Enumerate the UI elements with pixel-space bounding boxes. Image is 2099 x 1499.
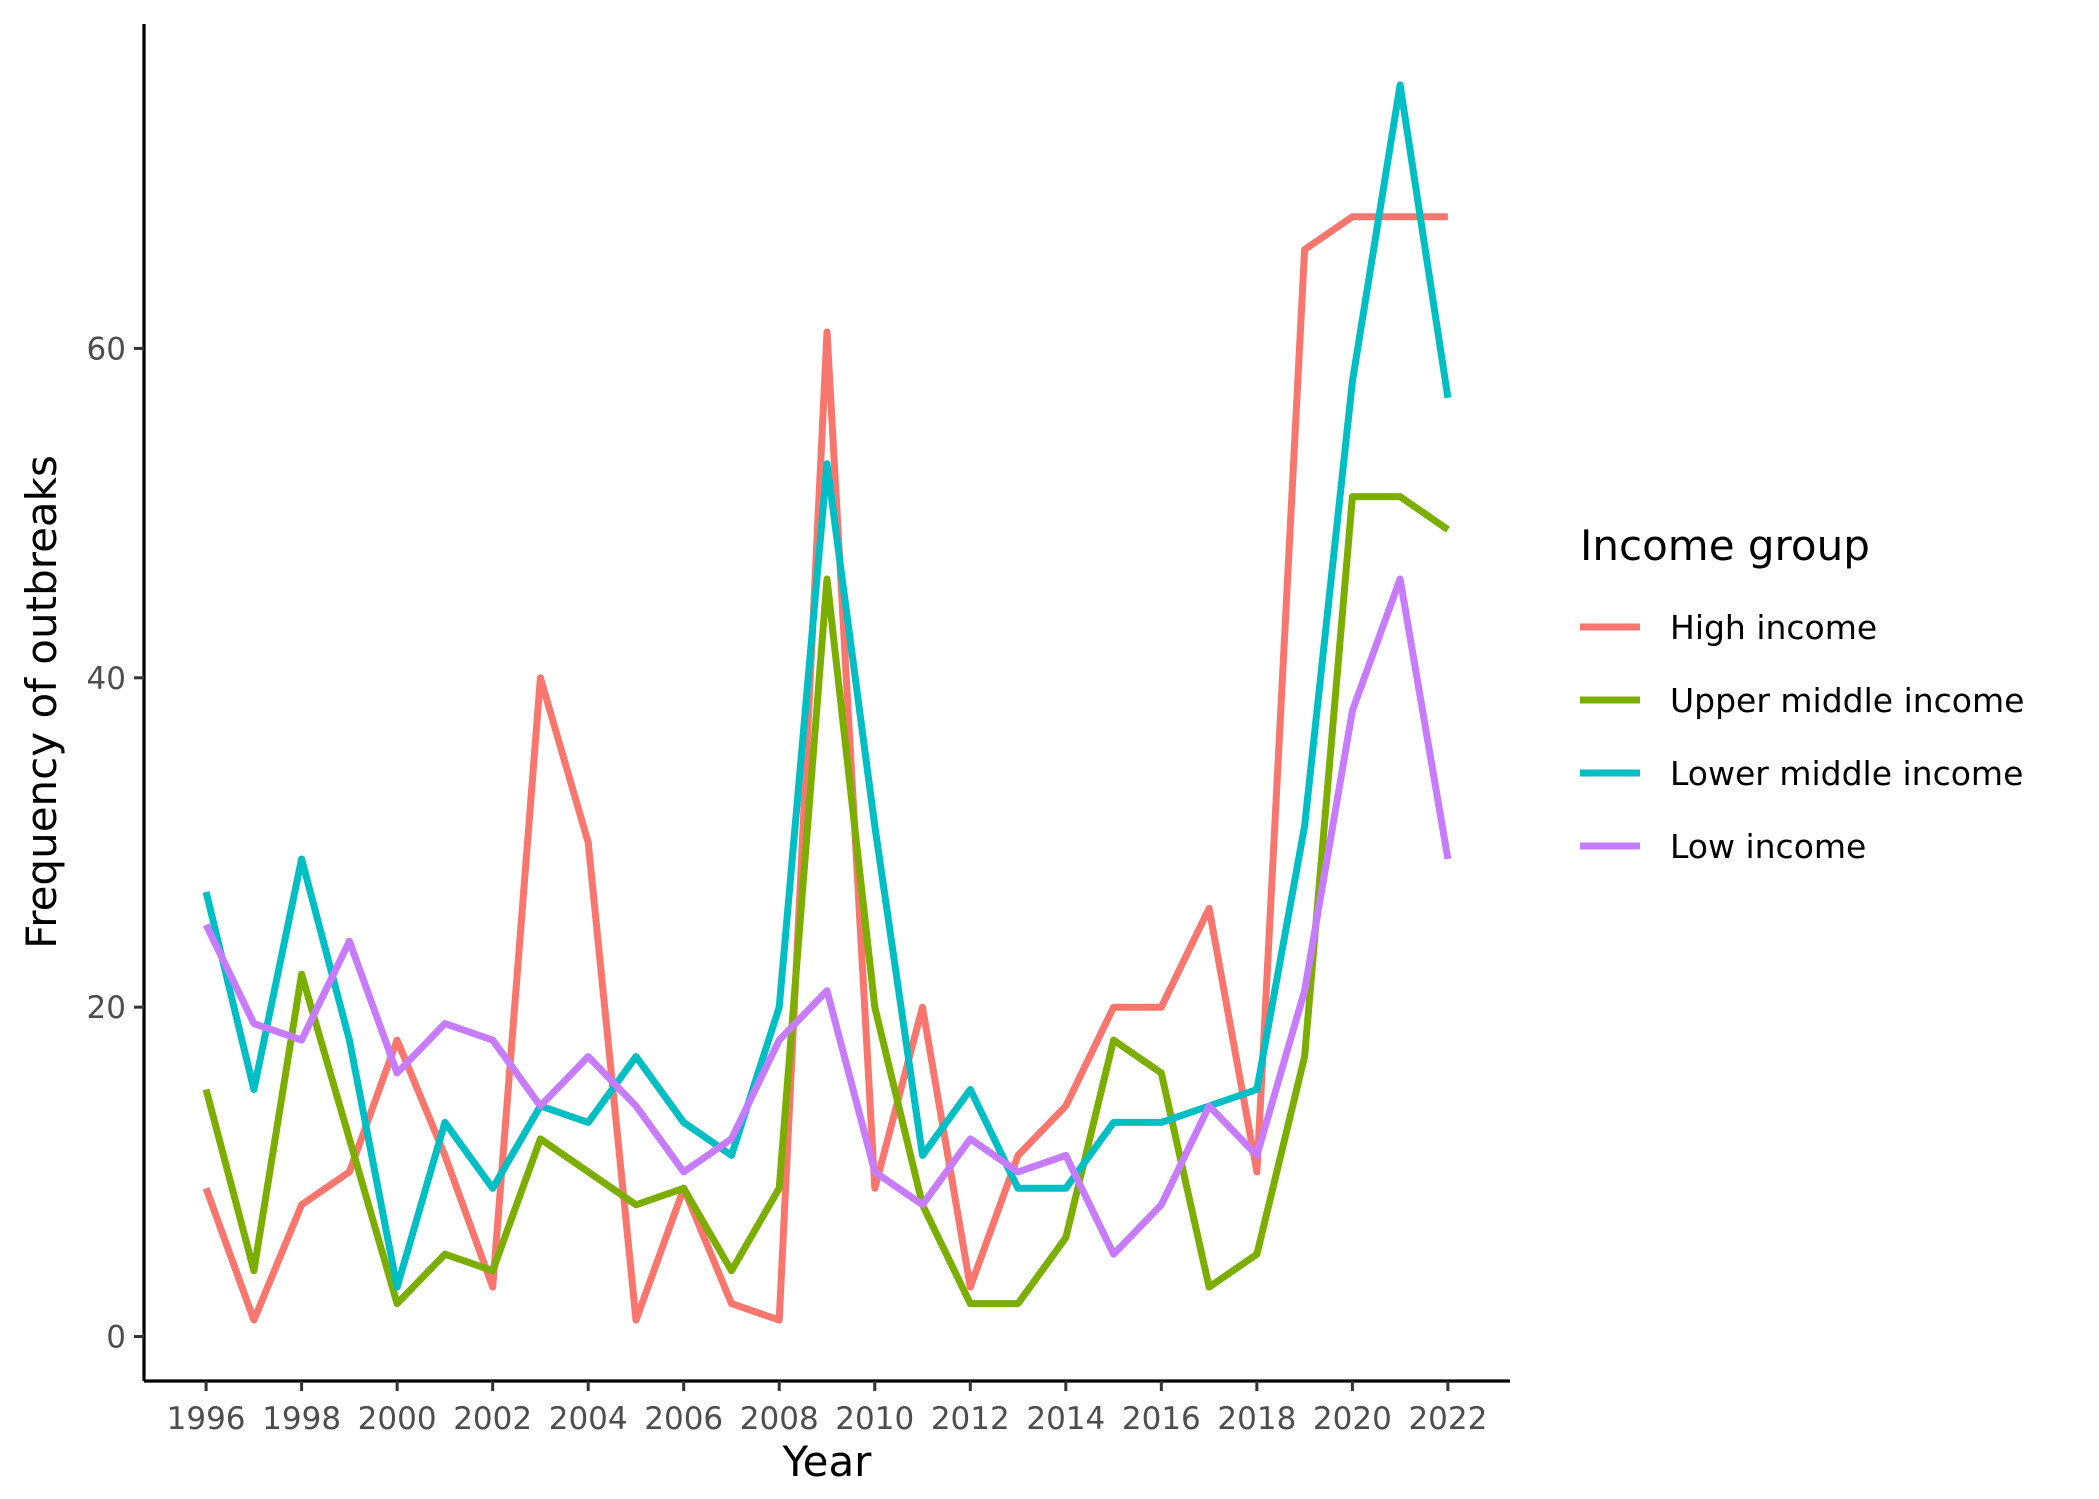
x-tick-label: 2014 (1026, 1401, 1105, 1437)
y-ticks: 0 20 40 60 (87, 331, 144, 1356)
legend-label: Lower middle income (1670, 754, 2023, 793)
legend-item: High income (1580, 608, 1877, 647)
series-line-1 (202, 493, 1450, 1308)
x-axis-title: Year (782, 1437, 873, 1486)
series-line-0 (202, 213, 1448, 1324)
y-tick-label: 20 (87, 990, 126, 1026)
legend-item: Low income (1580, 827, 1866, 866)
x-tick-label: 2018 (1217, 1401, 1296, 1437)
legend-title: Income group (1580, 521, 1870, 570)
y-tick-label: 0 (106, 1320, 126, 1356)
legend-item: Upper middle income (1580, 681, 2024, 720)
legend-items: High income Upper middle income Lower midd… (1580, 608, 2024, 866)
y-tick-label: 60 (87, 331, 126, 367)
legend-label: Low income (1670, 827, 1866, 866)
legend-label: Upper middle income (1670, 681, 2024, 720)
x-tick-label: 2002 (453, 1401, 532, 1437)
x-tick-label: 2004 (549, 1401, 628, 1437)
x-tick-label: 2010 (835, 1401, 914, 1437)
x-tick-label: 2006 (644, 1401, 723, 1437)
legend-item: Lower middle income (1580, 754, 2023, 793)
y-axis-title: Frequency of outbreaks (17, 455, 66, 949)
x-tick-label: 2000 (358, 1401, 437, 1437)
x-tick-label: 2016 (1122, 1401, 1201, 1437)
y-tick-label: 40 (87, 661, 126, 697)
x-tick-label: 2022 (1408, 1401, 1487, 1437)
x-tick-label: 1998 (262, 1401, 341, 1437)
x-tick-label: 2020 (1313, 1401, 1392, 1437)
x-tick-label: 2012 (931, 1401, 1010, 1437)
series-line-3 (202, 575, 1452, 1258)
legend: Income group High income Upper middle inc… (1580, 521, 2024, 866)
plot-lines (202, 81, 1452, 1324)
series-line-2 (202, 81, 1452, 1291)
x-tick-label: 2008 (740, 1401, 819, 1437)
x-ticks: 1996 1998 2000 2002 2004 2006 2008 2010 2012 2014… (167, 1381, 1487, 1437)
legend-label: High income (1670, 608, 1877, 647)
x-tick-label: 1996 (167, 1401, 246, 1437)
